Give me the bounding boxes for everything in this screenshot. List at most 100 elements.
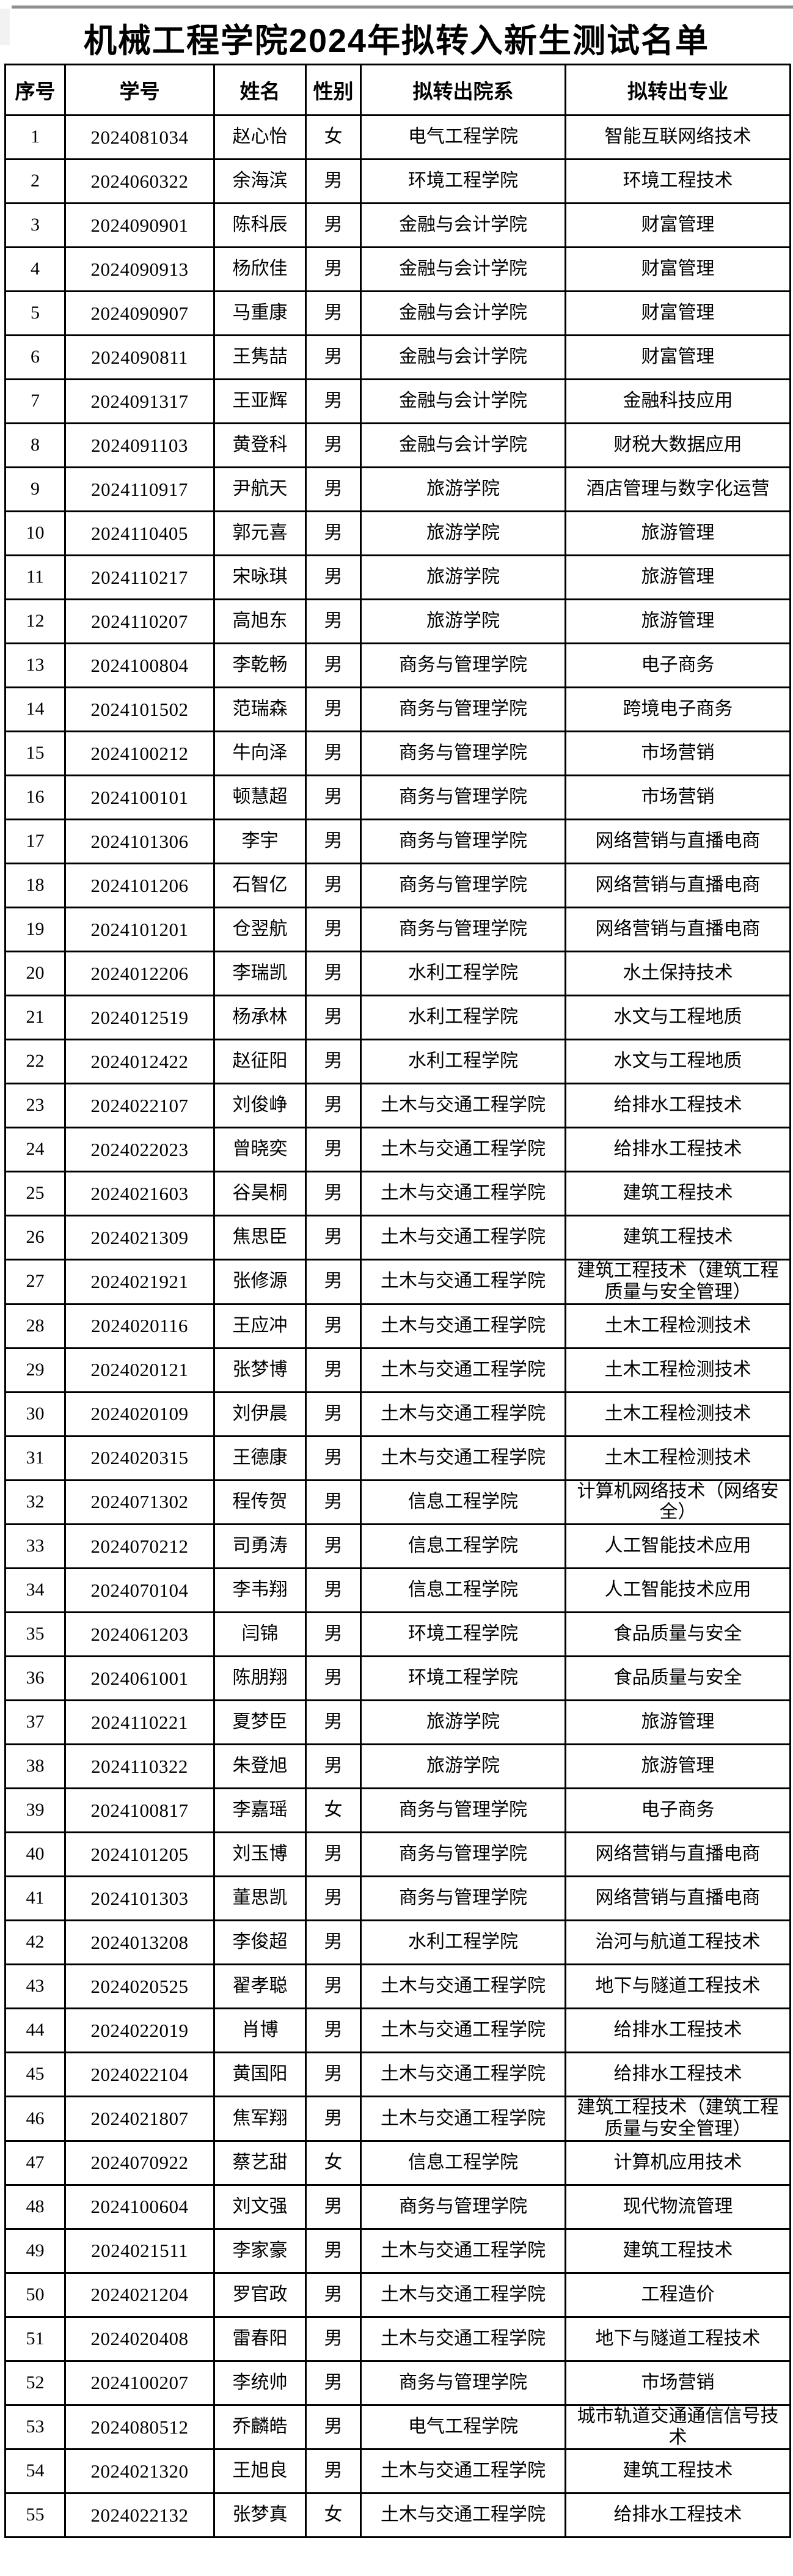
cell-origin-department: 信息工程学院	[360, 2140, 566, 2186]
cell-name: 闫锦	[213, 1611, 307, 1658]
cell-name: 陈科辰	[213, 202, 307, 248]
cell-origin-major: 地下与隧道工程技术	[565, 1963, 791, 2010]
cell-gender: 女	[305, 2492, 362, 2539]
cell-gender: 男	[305, 1567, 362, 1614]
cell-serial-number: 10	[4, 510, 66, 556]
cell-student-id: 2024110207	[64, 598, 215, 644]
cell-name: 赵征阳	[213, 1039, 307, 1084]
table-header: 序号 学号 姓名 性别 拟转出院系 拟转出专业	[4, 64, 791, 116]
cell-gender: 男	[305, 1391, 362, 1437]
cell-serial-number: 7	[4, 378, 66, 424]
cell-student-id: 2024090907	[64, 290, 215, 336]
cell-serial-number: 50	[4, 2272, 66, 2318]
cell-name: 牛向泽	[213, 730, 307, 776]
cell-origin-major: 建筑工程技术	[565, 1171, 791, 1216]
table-row: 2 2024060322 余海滨 男 环境工程学院 环境工程技术	[4, 158, 791, 204]
cell-origin-major: 旅游管理	[565, 1699, 791, 1746]
cell-origin-department: 水利工程学院	[360, 1919, 566, 1966]
cell-gender: 男	[305, 686, 362, 732]
cell-origin-major: 给排水工程技术	[565, 1083, 791, 1128]
cell-origin-major: 网络营销与直播电商	[565, 907, 791, 952]
cell-student-id: 2024022107	[64, 1083, 215, 1128]
cell-student-id: 2024021603	[64, 1171, 215, 1216]
cell-serial-number: 1	[4, 114, 66, 160]
table-row: 21 2024012519 杨承林 男 水利工程学院 水文与工程地质	[4, 995, 791, 1040]
table-row: 24 2024022023 曾晓奕 男 土木与交通工程学院 给排水工程技术	[4, 1127, 791, 1172]
cell-student-id: 2024012206	[64, 951, 215, 996]
cell-origin-major: 建筑工程技术（建筑工程质量与安全管理）	[565, 2096, 791, 2142]
cell-serial-number: 31	[4, 1435, 66, 1481]
cell-serial-number: 48	[4, 2184, 66, 2230]
cell-gender: 男	[305, 202, 362, 248]
cell-origin-department: 金融与会计学院	[360, 422, 566, 468]
cell-origin-department: 土木与交通工程学院	[360, 2052, 566, 2098]
cell-name: 杨欣佳	[213, 246, 307, 292]
cell-student-id: 2024012519	[64, 995, 215, 1040]
table-row: 41 2024101303 董思凯 男 商务与管理学院 网络营销与直播电商	[4, 1875, 791, 1922]
cell-gender: 男	[305, 1963, 362, 2010]
cell-name: 程传贺	[213, 1479, 307, 1526]
cell-origin-department: 旅游学院	[360, 510, 566, 556]
cell-origin-major: 网络营销与直播电商	[565, 819, 791, 864]
cell-origin-department: 土木与交通工程学院	[360, 1083, 566, 1128]
cell-name: 王亚辉	[213, 378, 307, 424]
cell-student-id: 2024070922	[64, 2140, 215, 2186]
cell-serial-number: 43	[4, 1963, 66, 2010]
table-row: 42 2024013208 李俊超 男 水利工程学院 治河与航道工程技术	[4, 1919, 791, 1966]
cell-origin-department: 商务与管理学院	[360, 1831, 566, 1878]
cell-name: 黄国阳	[213, 2052, 307, 2098]
cell-gender: 男	[305, 1171, 362, 1216]
cell-serial-number: 18	[4, 863, 66, 908]
cell-name: 刘玉博	[213, 1831, 307, 1878]
cell-gender: 男	[305, 378, 362, 424]
cell-name: 李宇	[213, 819, 307, 864]
cell-serial-number: 8	[4, 422, 66, 468]
cell-student-id: 2024020116	[64, 1303, 215, 1349]
table-row: 4 2024090913 杨欣佳 男 金融与会计学院 财富管理	[4, 246, 791, 292]
cell-origin-major: 食品质量与安全	[565, 1611, 791, 1658]
cell-student-id: 2024012422	[64, 1039, 215, 1084]
cell-name: 李俊超	[213, 1919, 307, 1966]
cell-name: 王旭良	[213, 2448, 307, 2495]
cell-origin-major: 酒店管理与数字化运营	[565, 466, 791, 512]
cell-origin-major: 建筑工程技术	[565, 1215, 791, 1260]
cell-origin-major: 金融科技应用	[565, 378, 791, 424]
cell-origin-department: 土木与交通工程学院	[360, 2492, 566, 2539]
cell-gender: 男	[305, 1435, 362, 1481]
cell-student-id: 2024020109	[64, 1391, 215, 1437]
transfer-student-table: 序号 学号 姓名 性别 拟转出院系 拟转出专业 1 2024081034 赵心怡…	[4, 64, 791, 2539]
table-row: 11 2024110217 宋咏琪 男 旅游学院 旅游管理	[4, 554, 791, 600]
cell-origin-department: 土木与交通工程学院	[360, 2272, 566, 2318]
cell-gender: 男	[305, 2096, 362, 2142]
cell-origin-department: 环境工程学院	[360, 1655, 566, 1702]
cell-student-id: 2024101502	[64, 686, 215, 732]
cell-origin-department: 金融与会计学院	[360, 378, 566, 424]
cell-origin-department: 商务与管理学院	[360, 642, 566, 688]
table-row: 27 2024021921 张修源 男 土木与交通工程学院 建筑工程技术（建筑工…	[4, 1259, 791, 1305]
table-row: 38 2024110322 朱登旭 男 旅游学院 旅游管理	[4, 1743, 791, 1790]
cell-serial-number: 13	[4, 642, 66, 688]
table-row: 44 2024022019 肖博 男 土木与交通工程学院 给排水工程技术	[4, 2007, 791, 2054]
table-row: 15 2024100212 牛向泽 男 商务与管理学院 市场营销	[4, 730, 791, 776]
cell-origin-department: 土木与交通工程学院	[360, 2228, 566, 2274]
cell-serial-number: 21	[4, 995, 66, 1040]
cell-origin-major: 土木工程检测技术	[565, 1347, 791, 1393]
cell-origin-department: 信息工程学院	[360, 1567, 566, 1614]
cell-name: 蔡艺甜	[213, 2140, 307, 2186]
cell-origin-department: 商务与管理学院	[360, 1875, 566, 1922]
table-row: 48 2024100604 刘文强 男 商务与管理学院 现代物流管理	[4, 2184, 791, 2230]
cell-gender: 男	[305, 510, 362, 556]
cell-name: 李韦翔	[213, 1567, 307, 1614]
cell-origin-major: 市场营销	[565, 775, 791, 820]
cell-student-id: 2024090811	[64, 334, 215, 380]
cell-origin-department: 水利工程学院	[360, 995, 566, 1040]
table-row: 30 2024020109 刘伊晨 男 土木与交通工程学院 土木工程检测技术	[4, 1391, 791, 1437]
cell-origin-department: 旅游学院	[360, 1743, 566, 1790]
cell-serial-number: 38	[4, 1743, 66, 1790]
cell-serial-number: 24	[4, 1127, 66, 1172]
cell-origin-major: 旅游管理	[565, 554, 791, 600]
table-row: 5 2024090907 马重康 男 金融与会计学院 财富管理	[4, 290, 791, 336]
table-row: 13 2024100804 李乾畅 男 商务与管理学院 电子商务	[4, 642, 791, 688]
cell-serial-number: 6	[4, 334, 66, 380]
cell-origin-department: 环境工程学院	[360, 1611, 566, 1658]
